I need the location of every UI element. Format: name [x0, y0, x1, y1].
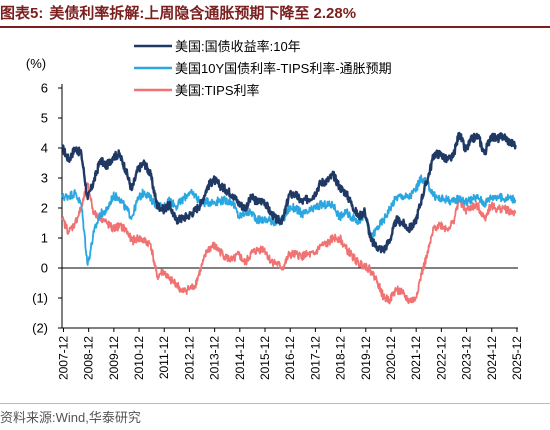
x-tick-label: 2015-12: [258, 336, 272, 380]
x-axis-ticks: 2007-12 2008-12 2009-12 2010-12 2011-12 2012-…: [56, 328, 524, 380]
y-tick-label: 6: [41, 81, 48, 96]
series-line-3: [61, 182, 517, 305]
figure-label: 图表5:: [0, 5, 44, 22]
x-tick-label: 2022-12: [434, 336, 448, 380]
y-tick-label: 4: [41, 141, 48, 156]
legend-label: 美国:国债收益率:10年: [175, 39, 301, 54]
x-tick-label: 2008-12: [82, 336, 96, 380]
x-tick-label: 2010-12: [132, 336, 146, 380]
figure-title: 美债利率拆解:上周隐含通胀预期下降至 2.28%: [49, 5, 357, 22]
x-tick-label: 2017-12: [308, 336, 322, 380]
y-tick-label: 2: [41, 201, 48, 216]
y-axis-unit: (%): [26, 56, 46, 71]
x-tick-label: 2016-12: [283, 336, 297, 380]
x-tick-label: 2021-12: [409, 336, 423, 380]
x-tick-label: 2012-12: [182, 336, 196, 380]
x-tick-label: 2011-12: [157, 336, 171, 379]
legend-label: 美国:TIPS利率: [175, 83, 260, 98]
x-tick-label: 2024-12: [485, 336, 499, 380]
x-tick-label: 2009-12: [107, 336, 121, 380]
y-tick-label: (1): [32, 291, 48, 306]
x-tick-label: 2007-12: [56, 336, 70, 380]
series-line-2: [61, 174, 517, 266]
title-rule: [0, 26, 550, 28]
legend-label: 美国10Y国债利率-TIPS利率-通胀预期: [175, 61, 392, 76]
y-tick-label: (2): [32, 321, 48, 336]
y-tick-label: 0: [41, 261, 48, 276]
y-axis-ticks: (2) (1) 0 1 2 3 4 5 6: [32, 81, 62, 336]
x-tick-label: 2023-12: [460, 336, 474, 380]
x-tick-label: 2020-12: [384, 336, 398, 380]
y-tick-label: 1: [41, 231, 48, 246]
x-tick-label: 2019-12: [359, 336, 373, 380]
series-line-1: [61, 131, 517, 254]
series-lines: [61, 131, 517, 305]
x-tick-label: 2025-12: [510, 336, 524, 380]
source-note: 资料来源:Wind,华泰研究: [0, 410, 141, 425]
x-tick-label: 2018-12: [334, 336, 348, 380]
x-tick-label: 2014-12: [233, 336, 247, 380]
chart-legend: 美国:国债收益率:10年美国10Y国债利率-TIPS利率-通胀预期美国:TIPS…: [134, 39, 392, 98]
figure-title-bar: 图表5: 美债利率拆解:上周隐含通胀预期下降至 2.28%: [0, 2, 550, 24]
y-tick-label: 3: [41, 171, 48, 186]
y-tick-label: 5: [41, 111, 48, 126]
footer-rule: [0, 403, 550, 404]
x-tick-label: 2013-12: [208, 336, 222, 380]
